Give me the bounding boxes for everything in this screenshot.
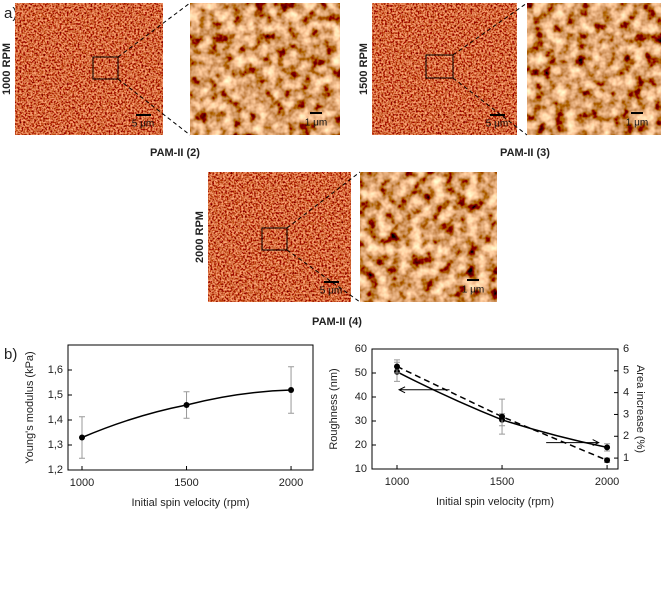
data-point xyxy=(604,444,611,451)
y2-axis-title: Area increase (%) xyxy=(634,365,646,453)
x-tick-label: 1500 xyxy=(490,476,514,488)
x-tick-label: 2000 xyxy=(595,476,619,488)
y-tick-label: 60 xyxy=(355,343,367,355)
afm-image xyxy=(208,172,351,302)
arrow xyxy=(397,386,450,394)
sample-name: PAM-II (2) xyxy=(150,147,200,159)
scale-label: 1 μm xyxy=(626,118,648,129)
data-point xyxy=(288,387,295,393)
x-axis-title: Initial spin velocity (rpm) xyxy=(436,496,554,508)
x-tick-label: 1000 xyxy=(385,476,409,488)
y-tick-label: 1,2 xyxy=(48,464,63,476)
afm-image xyxy=(372,3,517,135)
zoom-box xyxy=(425,54,454,79)
y-tick-label: 50 xyxy=(355,367,367,379)
y-tick-label: 1,3 xyxy=(48,439,63,451)
scale-label: 1 μm xyxy=(305,118,327,129)
x-tick-label: 1500 xyxy=(174,477,198,489)
plot-frame xyxy=(67,344,314,471)
speed-label: 1000 RPM xyxy=(1,43,13,95)
x-tick-label: 1000 xyxy=(70,477,94,489)
y-tick-label: 30 xyxy=(355,415,367,427)
y2-tick-label: 1 xyxy=(623,452,629,464)
y-axis-title: Young's modulus (kPa) xyxy=(24,351,36,463)
afm-image xyxy=(15,3,163,135)
y2-tick-label: 2 xyxy=(623,430,629,442)
plot-frame xyxy=(371,348,619,470)
arrow xyxy=(546,439,600,447)
data-point xyxy=(393,363,400,370)
y-tick-label: 1,5 xyxy=(48,389,63,401)
zoom-line xyxy=(117,78,191,136)
y-tick-label: 40 xyxy=(355,391,367,403)
panel-label: a) xyxy=(4,5,17,22)
y2-tick-label: 4 xyxy=(623,387,629,399)
data-point xyxy=(604,457,611,464)
data-point xyxy=(499,413,506,420)
sample-name: PAM-II (4) xyxy=(312,316,362,328)
afm-zoom-image xyxy=(527,3,661,135)
data-point xyxy=(183,402,190,408)
x-tick-label: 2000 xyxy=(279,477,303,489)
scale-label: 5 μm xyxy=(320,286,342,297)
x-axis-title: Initial spin velocity (rpm) xyxy=(132,497,250,509)
y2-tick-label: 5 xyxy=(623,365,629,377)
zoom-line xyxy=(286,249,361,303)
zoom-box xyxy=(92,56,119,80)
speed-label: 2000 RPM xyxy=(194,211,206,263)
zoom-line xyxy=(452,77,528,136)
y-tick-label: 10 xyxy=(355,463,367,475)
zoom-line xyxy=(117,2,191,58)
scale-label: 5 μm xyxy=(486,119,508,130)
y-tick-label: 1,4 xyxy=(48,414,63,426)
y-tick-label: 20 xyxy=(355,439,367,451)
sample-name: PAM-II (3) xyxy=(500,147,550,159)
panel-label: b) xyxy=(4,346,17,363)
scale-label: 5 μm xyxy=(132,119,154,130)
series-line xyxy=(396,365,608,461)
afm-zoom-image xyxy=(360,172,497,302)
speed-label: 1500 RPM xyxy=(358,43,370,95)
y-tick-label: 1,6 xyxy=(48,364,63,376)
afm-zoom-image xyxy=(190,3,340,135)
zoom-line xyxy=(452,2,528,56)
data-point xyxy=(79,434,86,441)
zoom-line xyxy=(286,171,361,229)
scale-label: 1 μm xyxy=(462,285,484,296)
y-axis-title: Roughness (nm) xyxy=(328,368,340,449)
zoom-box xyxy=(261,227,288,251)
y2-tick-label: 3 xyxy=(623,408,629,420)
y2-tick-label: 6 xyxy=(623,343,629,355)
